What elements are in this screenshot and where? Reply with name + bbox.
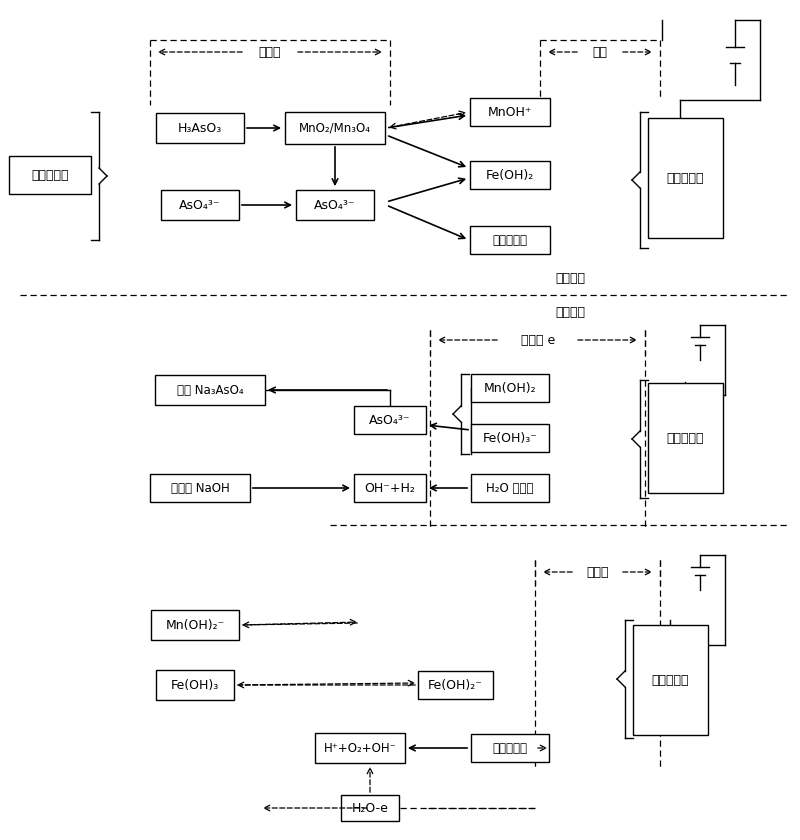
Bar: [647, 118, 722, 238]
Bar: [354, 406, 426, 434]
Text: 电脱附 e: 电脱附 e: [521, 333, 555, 347]
Bar: [470, 226, 550, 254]
Text: Fe(OH)₃⁻: Fe(OH)₃⁻: [482, 432, 538, 444]
Text: 含砷地下水: 含砷地下水: [31, 169, 69, 181]
Bar: [471, 734, 549, 762]
Text: AsO₄³⁻: AsO₄³⁻: [179, 198, 221, 212]
Bar: [9, 156, 91, 194]
Text: 再生液 NaOH: 再生液 NaOH: [170, 481, 230, 495]
Text: 碳纤维电极: 碳纤维电极: [651, 674, 689, 686]
Bar: [471, 374, 549, 402]
Bar: [155, 375, 265, 405]
Text: 预充电: 预充电: [586, 565, 610, 579]
Text: 碳纤维电极: 碳纤维电极: [666, 171, 704, 185]
Bar: [471, 474, 549, 502]
Bar: [647, 383, 722, 493]
Bar: [470, 98, 550, 126]
Bar: [156, 113, 244, 143]
Text: H₂O-e: H₂O-e: [351, 801, 389, 815]
Text: H⁺+O₂+OH⁻: H⁺+O₂+OH⁻: [323, 742, 397, 754]
Bar: [315, 733, 405, 763]
Bar: [161, 190, 239, 220]
Text: Fe(OH)₂: Fe(OH)₂: [486, 169, 534, 181]
Text: AsO₄³⁻: AsO₄³⁻: [370, 413, 410, 427]
Bar: [151, 610, 239, 640]
Bar: [156, 670, 234, 700]
Text: 预氧化: 预氧化: [258, 45, 282, 59]
Text: AsO₄³⁻: AsO₄³⁻: [314, 198, 356, 212]
Bar: [470, 161, 550, 189]
Text: Fe(OH)₃: Fe(OH)₃: [171, 679, 219, 691]
Text: 脱附阶段: 脱附阶段: [555, 306, 585, 318]
Bar: [354, 474, 426, 502]
Text: Fe(OH)₂⁻: Fe(OH)₂⁻: [427, 679, 482, 691]
Text: 碳纤维电极: 碳纤维电极: [666, 432, 704, 444]
Bar: [633, 625, 707, 735]
Bar: [296, 190, 374, 220]
Bar: [285, 112, 385, 144]
Bar: [471, 424, 549, 452]
Text: OH⁻+H₂: OH⁻+H₂: [365, 481, 415, 495]
Text: H₃AsO₃: H₃AsO₃: [178, 122, 222, 134]
Text: 废液 Na₃AsO₄: 废液 Na₃AsO₄: [177, 384, 243, 396]
Text: 电容: 电容: [593, 45, 607, 59]
Text: 吸附阶段: 吸附阶段: [555, 271, 585, 285]
Text: 电脉冲氧化: 电脉冲氧化: [493, 742, 527, 754]
Text: MnOH⁺: MnOH⁺: [488, 106, 532, 118]
Text: 双电层束缚: 双电层束缚: [493, 234, 527, 246]
Bar: [341, 795, 399, 821]
Text: Mn(OH)₂⁻: Mn(OH)₂⁻: [166, 618, 225, 632]
Text: Mn(OH)₂: Mn(OH)₂: [484, 381, 536, 395]
Bar: [418, 671, 493, 699]
Text: H₂O 电解析: H₂O 电解析: [486, 481, 534, 495]
Bar: [150, 474, 250, 502]
Text: MnO₂/Mn₃O₄: MnO₂/Mn₃O₄: [299, 122, 371, 134]
